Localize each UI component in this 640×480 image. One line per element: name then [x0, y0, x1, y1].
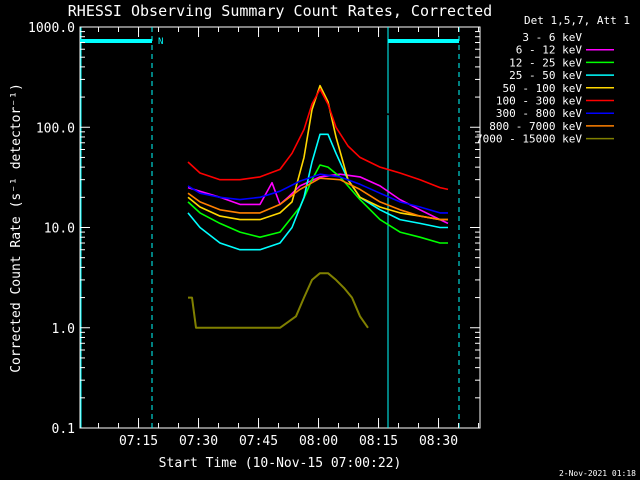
x-tick-label: 08:00 — [299, 434, 338, 449]
x-tick-label: 07:45 — [239, 434, 278, 449]
y-tick-label: 100.0 — [36, 121, 75, 136]
night-marker: N — [158, 37, 163, 47]
series-line-8 — [188, 272, 369, 329]
y-tick-label: 10.0 — [44, 222, 75, 237]
chart-title: RHESSI Observing Summary Count Rates, Co… — [68, 2, 492, 20]
series-line-5 — [187, 88, 449, 191]
legend-label-1: 6 - 12 keV — [516, 44, 583, 57]
legend-label-0: 3 - 6 keV — [522, 31, 582, 44]
x-tick-label: 08:30 — [419, 434, 458, 449]
legend-label-7: 800 - 7000 keV — [489, 120, 582, 133]
legend-header: Det 1,5,7, Att 1 — [524, 14, 630, 27]
footer-date: 2-Nov-2021 01:18 — [559, 469, 636, 478]
y-axis-label: Corrected Count Rate (s⁻¹ detector⁻¹) — [9, 83, 24, 373]
orbit-markers: N — [80, 27, 460, 428]
y-tick-label: 0.1 — [52, 422, 75, 437]
legend-label-3: 25 - 50 keV — [509, 69, 582, 82]
legend-label-2: 12 - 25 keV — [509, 56, 582, 69]
series-line-6 — [187, 173, 448, 214]
axis-ticks: 1000.0 100.0 10.0 1.0 0.1 07:15 07:30 07:45 08:0… — [28, 21, 480, 449]
series-line-3-6-keV — [188, 108, 449, 119]
y-tick-label: 1000.0 — [28, 21, 75, 36]
series-line-7 — [187, 177, 448, 221]
x-tick-label: 07:30 — [179, 434, 218, 449]
x-tick-label: 07:15 — [119, 434, 158, 449]
x-axis-label: Start Time (10-Nov-15 07:00:22) — [159, 456, 402, 471]
legend-label-4: 50 - 100 keV — [503, 82, 583, 95]
series-lines — [187, 84, 449, 329]
series-line-3 — [187, 133, 448, 251]
series-line-2 — [187, 164, 448, 244]
legend-label-5: 100 - 300 keV — [496, 95, 582, 108]
y-tick-label: 1.0 — [52, 322, 75, 337]
x-tick-label: 08:15 — [359, 434, 398, 449]
legend-label-6: 300 - 800 keV — [496, 107, 582, 120]
series-line-4 — [187, 84, 448, 221]
legend-label-8: 7000 - 15000 keV — [476, 133, 582, 146]
